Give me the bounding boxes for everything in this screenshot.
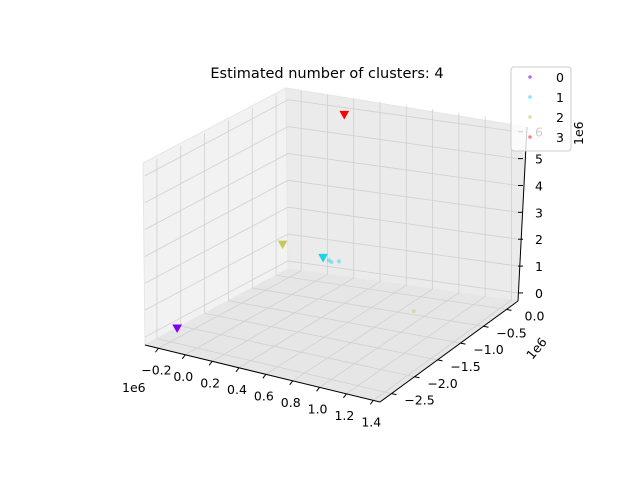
x-tick-label: 1.4 xyxy=(361,414,381,429)
legend-label: 1 xyxy=(556,90,564,105)
x-tick-mark xyxy=(208,360,213,366)
x-tick-mark xyxy=(369,400,374,405)
y-tick-mark xyxy=(483,325,489,328)
z-tick-label: 4 xyxy=(535,178,543,193)
z-gridline xyxy=(144,206,519,284)
cluster-3-centroid xyxy=(339,110,350,120)
x-tick-label: 0.2 xyxy=(200,375,220,390)
x-tick-mark xyxy=(181,354,186,360)
x-tick-mark xyxy=(155,347,159,353)
x-gridline xyxy=(185,94,328,356)
z-tick-label: 0 xyxy=(535,286,543,301)
x-tick-label: 0.0 xyxy=(173,369,193,384)
x-tick-label: 1.2 xyxy=(334,408,354,423)
z-offset-label: 1e6 xyxy=(571,121,586,145)
y-tick-group: −2.5 −2.0 −1.5 −1.0 −0.5 0.0 xyxy=(391,308,545,408)
x-tick-mark xyxy=(316,387,320,392)
x-gridline xyxy=(265,105,407,375)
gridlines xyxy=(144,90,519,401)
x-tick-mark xyxy=(235,367,240,373)
y-gridline xyxy=(251,108,484,327)
legend-label: 3 xyxy=(556,130,564,145)
y-gridline xyxy=(156,158,392,394)
x-offset-label: 1e6 xyxy=(122,380,146,395)
y-gridline xyxy=(275,95,507,310)
legend-label: 0 xyxy=(556,70,564,85)
y-tick-mark xyxy=(437,359,443,362)
legend-entries: 0 1 2 3 xyxy=(528,70,564,145)
y-tick-label: −1.5 xyxy=(450,359,480,374)
cluster-1-point xyxy=(326,258,331,263)
z-gridline xyxy=(144,153,519,230)
axis-lines xyxy=(144,126,528,403)
y-offset-label: 1e6 xyxy=(523,334,550,362)
y-tick-label: −0.5 xyxy=(496,325,526,340)
x-tick-label: 0.8 xyxy=(281,395,301,410)
x-axis-line xyxy=(144,344,381,403)
x-tick-label: 1.0 xyxy=(308,401,328,416)
x-tick-group: −0.2 0.0 0.2 0.4 0.6 0.8 1.0 1.2 1.4 xyxy=(141,347,381,429)
cluster-1-point xyxy=(329,260,334,265)
cluster-0-centroid xyxy=(172,324,183,333)
legend-box xyxy=(510,66,572,152)
z-gridline xyxy=(144,233,519,311)
z-gridline xyxy=(144,99,519,177)
legend: 0 1 2 3 xyxy=(510,66,572,152)
y-tick-mark xyxy=(506,308,512,311)
x-gridline xyxy=(292,109,433,382)
z-gridline xyxy=(144,179,519,257)
x-tick-mark xyxy=(262,374,267,379)
y-tick-label: −2.0 xyxy=(427,376,457,391)
cluster-1-point xyxy=(337,259,342,264)
x-tick-mark xyxy=(343,393,347,399)
y-gridline xyxy=(204,133,438,361)
x-tick-label: −0.2 xyxy=(141,362,171,377)
x-gridline xyxy=(319,112,460,388)
x-tick-label: 0.6 xyxy=(254,388,274,403)
x-tick-label: 0.4 xyxy=(227,382,247,397)
y-tick-label: −1.0 xyxy=(473,342,503,357)
legend-marker xyxy=(528,75,532,79)
x-gridline xyxy=(158,90,302,349)
y-gridline xyxy=(228,120,461,344)
cluster-2-point xyxy=(411,309,416,314)
z-tick-label: 3 xyxy=(535,205,543,220)
cluster-2-centroid xyxy=(277,240,288,250)
y-tick-label: 0.0 xyxy=(525,308,545,323)
legend-marker xyxy=(528,95,532,99)
y-tick-label: −2.5 xyxy=(404,393,434,408)
y-tick-mark xyxy=(414,376,420,379)
x-gridline xyxy=(373,120,512,401)
x-gridline xyxy=(346,116,486,395)
legend-marker xyxy=(528,135,532,139)
x-gridline xyxy=(211,98,355,362)
cluster-1-centroid xyxy=(318,253,328,263)
data-points xyxy=(172,110,416,333)
z-gridline xyxy=(144,260,519,338)
z-tick-label: 2 xyxy=(535,232,543,247)
y-tick-mark xyxy=(460,342,466,345)
z-gridline xyxy=(144,126,519,203)
z-tick-label: 1 xyxy=(535,259,543,274)
x-tick-mark xyxy=(289,380,294,386)
legend-label: 2 xyxy=(556,110,564,125)
x-gridline xyxy=(238,101,381,369)
axes-panes xyxy=(142,87,528,403)
z-tick-label: 5 xyxy=(535,152,543,167)
legend-marker xyxy=(528,115,532,119)
y-tick-mark xyxy=(391,393,397,396)
y-axis-line xyxy=(379,300,519,403)
z-axis-line xyxy=(517,126,528,302)
chart-title: Estimated number of clusters: 4 xyxy=(210,66,443,82)
